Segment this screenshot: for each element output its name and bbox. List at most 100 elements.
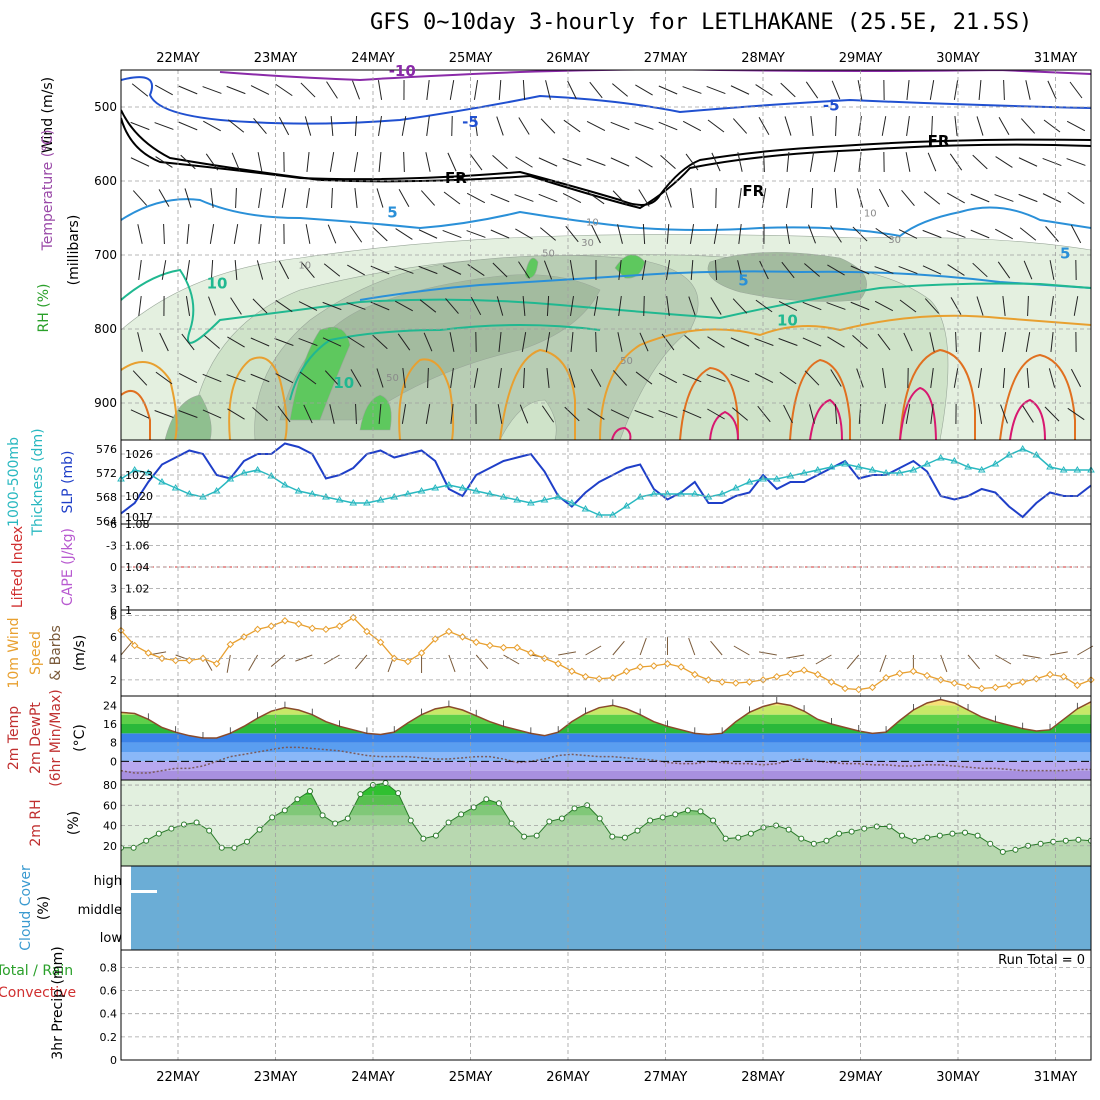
upper-wind-barb [304, 116, 312, 136]
upper-wind-barb [445, 298, 459, 314]
wind-speed-point [363, 627, 371, 636]
upper-wind-barb [666, 223, 670, 245]
slp-tick: 1020 [125, 490, 153, 503]
upper-wind-barb [258, 224, 262, 244]
upper-wind-barb [903, 332, 913, 352]
upper-wind-barb [514, 194, 534, 202]
upper-wind-barb [226, 374, 246, 382]
rh-point [697, 808, 704, 815]
upper-wind-barb [372, 334, 388, 350]
thickness-point [472, 487, 481, 494]
li-tick: 3 [110, 583, 117, 596]
wind-speed-point [991, 683, 1000, 692]
thickness-point [841, 460, 849, 467]
wind-barb [354, 654, 368, 670]
dewpoint-line [121, 746, 1091, 774]
wind-speed-point [527, 649, 535, 657]
thickness-tick: 564 [96, 515, 117, 528]
upper-wind-barb [130, 409, 150, 419]
rh-point [546, 818, 553, 825]
upper-wind-barb [779, 371, 797, 385]
upper-wind-barb [930, 404, 934, 424]
top-day-label: 25MAY [449, 51, 493, 66]
thickness-point [923, 460, 931, 467]
upper-wind-barb [130, 121, 150, 131]
temp-tick: 24 [103, 699, 117, 712]
upper-wind-barb [202, 86, 222, 94]
upper-wind-barb [306, 188, 310, 208]
rh-point [243, 838, 250, 845]
upper-wind-barb [568, 368, 576, 388]
upper-wind-barb [250, 85, 270, 95]
upper-wind-barb [545, 332, 551, 352]
rh-point [999, 848, 1006, 855]
thickness-point [158, 478, 166, 485]
wind-barb [815, 654, 832, 665]
upper-wind-barb [590, 369, 602, 387]
thickness-point [854, 463, 863, 470]
upper-wind-barb [1042, 157, 1062, 167]
wind-speed-point [349, 613, 357, 622]
upper-wind-barb [326, 81, 338, 99]
upper-wind-barb [323, 263, 341, 277]
ylabel-cape: CAPE (J/kg) [60, 528, 76, 606]
rh-point [609, 833, 616, 840]
upper-wind-barb [186, 223, 190, 245]
wind-barb [558, 651, 576, 656]
top-day-label: 28MAY [741, 51, 785, 66]
upper-wind-barb [570, 296, 574, 316]
upper-wind-barb [778, 300, 798, 312]
upper-wind-barb [732, 298, 748, 314]
thickness-point [581, 505, 590, 512]
upper-wind-barb [690, 259, 694, 281]
upper-wind-barb [730, 373, 750, 383]
upper-wind-barb [689, 224, 695, 244]
upper-wind-barb [563, 119, 581, 133]
upper-wind-barb [612, 83, 628, 97]
temperature-contour-9 [121, 348, 1076, 440]
rh-point [155, 830, 162, 837]
wind-speed-point [868, 683, 877, 692]
ylabel-temperature: Temperature (°C) [40, 130, 56, 252]
upper-wind-barb [929, 332, 935, 352]
rh-point [747, 830, 754, 837]
ylabel-wind10m-speed: Speed [28, 631, 44, 675]
thickness-point [445, 481, 453, 488]
rh-point [924, 834, 931, 841]
upper-wind-barb [738, 224, 742, 244]
upper-wind-barb [209, 224, 215, 244]
upper-wind-barb [403, 151, 405, 173]
upper-wind-barb [754, 338, 774, 346]
upper-wind-barb [426, 116, 430, 136]
thickness-point [1059, 466, 1068, 473]
thickness-tick: 572 [96, 467, 117, 480]
upper-wind-barb [737, 260, 743, 280]
wind-barb [995, 654, 1012, 665]
upper-wind-barb [1070, 368, 1082, 388]
wind-tick: 8 [110, 609, 117, 622]
wind-speed-point [622, 667, 631, 675]
upper-wind-barb [922, 265, 942, 275]
upper-wind-barb [634, 409, 654, 419]
upper-wind-barb [159, 332, 169, 352]
upper-wind-barb [181, 333, 195, 351]
wind-tick: 2 [110, 674, 117, 687]
wind-speed-point [704, 676, 713, 684]
rh-point [873, 823, 880, 830]
rh-point [596, 815, 603, 822]
thickness-point [540, 496, 549, 503]
upper-wind-barb [299, 371, 317, 385]
upper-wind-barb [370, 265, 390, 275]
upper-wind-barb [1066, 158, 1086, 166]
upper-wind-barb [442, 229, 462, 239]
wind-speed-point [445, 627, 453, 636]
wind-speed-point [950, 679, 959, 687]
upper-wind-barb [802, 337, 822, 347]
upper-wind-barb [545, 80, 551, 100]
wind-speed-point [896, 669, 904, 678]
upper-wind-barb [852, 335, 868, 349]
rh-point [836, 830, 843, 837]
upper-wind-barb [643, 295, 645, 317]
cloud-cover-fill [131, 866, 1091, 950]
wind-speed-point [335, 622, 344, 630]
